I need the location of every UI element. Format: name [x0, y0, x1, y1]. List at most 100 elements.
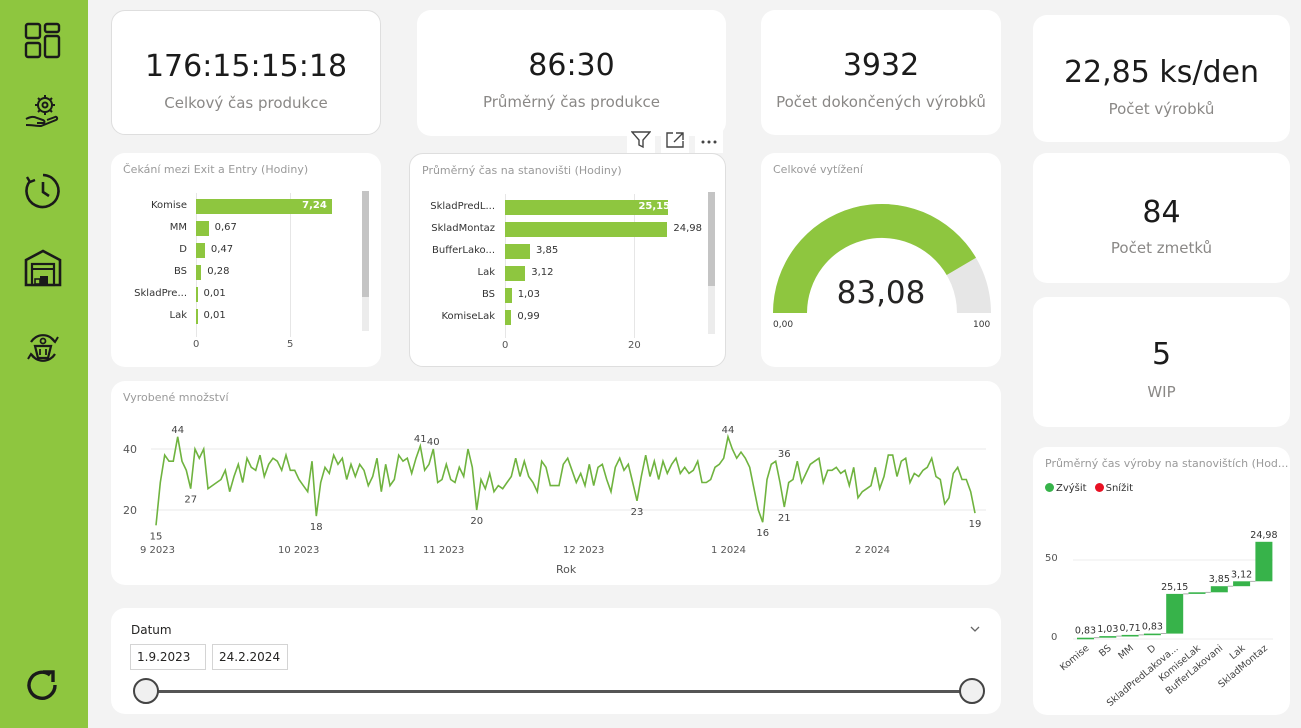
waterfall-bar[interactable] — [1077, 637, 1094, 640]
legend-increase: Zvýšit — [1045, 483, 1087, 494]
nav-warehouse-button[interactable] — [20, 245, 66, 291]
legend-decrease-dot — [1094, 483, 1104, 492]
bar-value-label: 3,12 — [531, 267, 554, 278]
waterfall-value-label: 25,15 — [1161, 582, 1188, 593]
bar-label: MM — [169, 222, 187, 233]
bar-label: Lak — [477, 267, 496, 278]
waterfall-ytick-0: 0 — [1051, 632, 1058, 643]
slicer-start-date-input[interactable]: 1.9.2023 — [130, 644, 206, 670]
line-data-label: 44 — [722, 425, 735, 436]
line-data-label: 27 — [184, 495, 197, 506]
more-options-button[interactable] — [695, 127, 723, 153]
waterfall-bar[interactable] — [1099, 636, 1117, 638]
waterfall-bar[interactable] — [1166, 593, 1184, 634]
kpi-scrap-card: 84 Počet zmetků — [1033, 153, 1290, 283]
refresh-icon — [27, 670, 57, 700]
waterfall-value-label: 24,98 — [1250, 530, 1277, 541]
bar-value-label: 0,01 — [203, 288, 226, 299]
bar-label: Komise — [150, 200, 187, 211]
waterfall-category-label: BS — [1097, 643, 1114, 659]
legend-increase-label: Zvýšit — [1056, 483, 1087, 494]
legend-increase-dot — [1045, 483, 1054, 492]
kpi-avg-time-card: 86:30 Průměrný čas produkce — [417, 10, 726, 136]
wait-tick-0: 0 — [193, 339, 200, 350]
bar[interactable] — [505, 288, 512, 303]
slicer-start-handle[interactable] — [133, 678, 159, 704]
nav-time-button[interactable] — [20, 168, 66, 214]
bar-label: SkladPre... — [134, 288, 187, 299]
line-xtick-4: 1 2024 — [711, 545, 746, 556]
line-xtick-5: 2 2024 — [855, 545, 890, 556]
bar[interactable] — [196, 221, 209, 236]
bar[interactable] — [196, 243, 205, 258]
station-gridline-20 — [634, 194, 635, 338]
bar-value-label: 3,85 — [536, 245, 559, 256]
kpi-scrap-value: 84 — [1142, 195, 1181, 230]
bar[interactable] — [196, 309, 198, 324]
line-data-label: 15 — [150, 531, 163, 542]
bar[interactable] — [196, 199, 333, 214]
line-data-label: 44 — [171, 425, 184, 436]
waterfall-bar[interactable] — [1121, 634, 1139, 637]
more-options-icon — [701, 140, 717, 144]
line-data-label: 36 — [778, 449, 791, 460]
waterfall-category-label: D — [1146, 643, 1159, 656]
slicer-title: Datum — [131, 623, 172, 637]
production-icon — [25, 95, 59, 128]
wait-scrollbar-thumb[interactable] — [362, 191, 369, 297]
waterfall-bar[interactable] — [1143, 633, 1161, 636]
kpi-total-time-label: Celkový čas produkce — [164, 94, 328, 112]
bar[interactable] — [196, 265, 202, 280]
filter-button[interactable] — [627, 127, 655, 153]
slicer-end-handle[interactable] — [959, 678, 985, 704]
production-line[interactable] — [155, 433, 976, 526]
filter-icon — [631, 131, 651, 149]
bar-value-label: 7,24 — [302, 200, 327, 211]
bar[interactable] — [505, 222, 668, 237]
gauge-title: Celkové vytížení — [773, 163, 863, 176]
kpi-completed-label: Počet dokončených výrobků — [776, 93, 986, 111]
line-annotations: 15 44 27 18 41 40 20 23 44 16 36 21 19 — [150, 425, 982, 543]
nav-dashboard-button[interactable] — [20, 18, 66, 64]
focus-mode-button[interactable] — [661, 127, 689, 153]
bar[interactable] — [505, 200, 669, 215]
nav-recycle-button[interactable] — [20, 325, 66, 371]
line-chart-title: Vyrobené množství — [123, 391, 229, 404]
bar[interactable] — [196, 287, 198, 302]
warehouse-icon — [24, 249, 62, 287]
bar[interactable] — [505, 310, 512, 325]
bar-label: BufferLako... — [432, 245, 495, 256]
gauge-fill — [773, 203, 976, 313]
bar-value-label: 24,98 — [673, 223, 702, 234]
waterfall-title: Průměrný čas výroby na stanovištích (Hod… — [1045, 457, 1289, 470]
slicer-end-date-input[interactable]: 24.2.2024 — [212, 644, 288, 670]
date-slicer-card: Datum 1.9.2023 24.2.2024 — [111, 608, 1001, 714]
waterfall-bar[interactable] — [1233, 581, 1251, 587]
station-scrollbar-thumb[interactable] — [708, 192, 715, 286]
dashboard-icon — [24, 22, 61, 59]
line-ytick-40: 40 — [123, 443, 137, 456]
kpi-avg-time-label: Průměrný čas produkce — [482, 93, 661, 111]
bar[interactable] — [505, 266, 526, 281]
kpi-wip-label: WIP — [1147, 383, 1176, 401]
bar-label: BS — [173, 266, 187, 277]
waterfall-bar[interactable] — [1255, 541, 1273, 582]
waterfall-bar[interactable] — [1210, 586, 1228, 593]
waterfall-value-label: 0,71 — [1120, 623, 1141, 634]
kpi-total-time-card: 176:15:15:18 Celkový čas produkce — [111, 10, 381, 135]
line-xtick-2: 11 2023 — [423, 545, 465, 556]
refresh-button[interactable] — [20, 664, 66, 710]
slicer-chevron-button[interactable] — [969, 620, 981, 639]
nav-production-button[interactable] — [20, 88, 66, 134]
kpi-per-day-value: 22,85 ks/den — [1063, 55, 1260, 90]
waterfall-value-label: 3,85 — [1209, 574, 1230, 585]
waterfall-bar[interactable] — [1188, 592, 1206, 594]
station-tick-20: 20 — [628, 340, 641, 351]
waterfall-value-label: 1,03 — [1097, 624, 1118, 635]
kpi-per-day-card: 22,85 ks/den Počet výrobků — [1033, 15, 1290, 142]
line-xlabel: Rok — [556, 563, 577, 576]
line-data-label: 41 — [414, 434, 427, 445]
bar[interactable] — [505, 244, 531, 259]
gauge-min-label: 0,00 — [773, 320, 794, 330]
waterfall-legend: Zvýšit Snížit — [1045, 483, 1133, 494]
